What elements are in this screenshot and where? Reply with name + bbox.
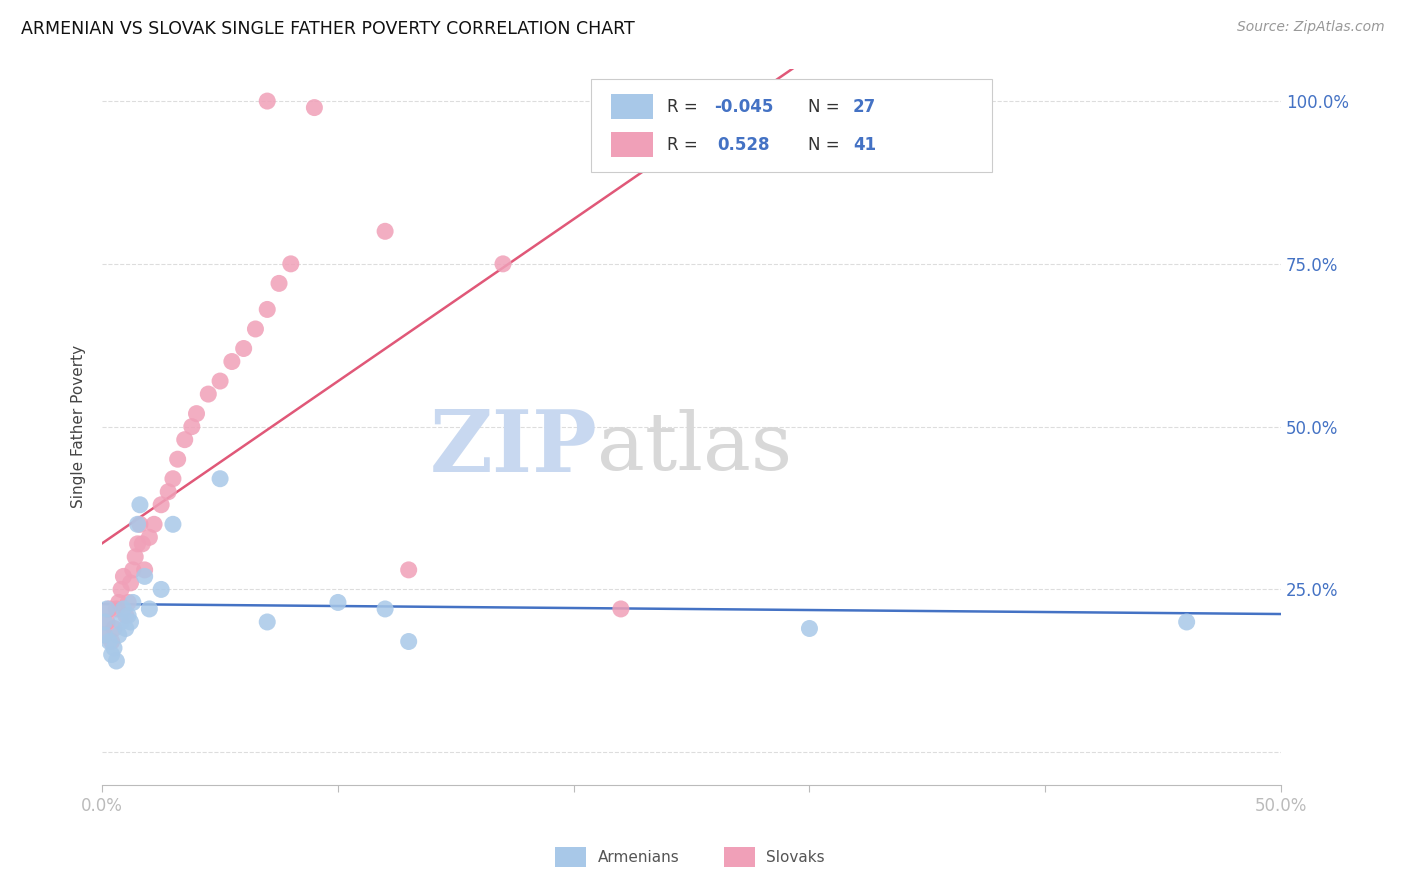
Point bbox=[100, 634, 122, 648]
Point bbox=[143, 517, 166, 532]
Point bbox=[157, 484, 180, 499]
Point bbox=[120, 615, 142, 629]
Point bbox=[232, 342, 254, 356]
Text: Slovaks: Slovaks bbox=[766, 850, 825, 864]
Point bbox=[124, 549, 146, 564]
Point bbox=[107, 628, 129, 642]
Point bbox=[610, 602, 633, 616]
Point bbox=[374, 602, 396, 616]
Text: 27: 27 bbox=[853, 98, 876, 116]
Point bbox=[374, 224, 396, 238]
Point bbox=[129, 498, 152, 512]
Point bbox=[127, 537, 149, 551]
Point bbox=[398, 634, 420, 648]
Point bbox=[114, 622, 136, 636]
Point bbox=[100, 648, 122, 662]
Text: N =: N = bbox=[808, 98, 845, 116]
Point bbox=[131, 537, 153, 551]
Point bbox=[121, 595, 143, 609]
Point bbox=[110, 582, 132, 597]
Point bbox=[799, 622, 821, 636]
Point bbox=[209, 472, 232, 486]
Text: -0.045: -0.045 bbox=[714, 98, 773, 116]
Point bbox=[245, 322, 267, 336]
Point bbox=[121, 563, 143, 577]
Point bbox=[162, 472, 184, 486]
Y-axis label: Single Father Poverty: Single Father Poverty bbox=[72, 345, 86, 508]
Point bbox=[98, 634, 121, 648]
Bar bbox=[612, 132, 652, 157]
Point bbox=[112, 602, 135, 616]
Point bbox=[1175, 615, 1198, 629]
Point bbox=[150, 498, 173, 512]
Point bbox=[173, 433, 195, 447]
Point bbox=[150, 582, 173, 597]
Point bbox=[492, 257, 515, 271]
Text: ZIP: ZIP bbox=[430, 406, 598, 490]
Point bbox=[93, 628, 115, 642]
Bar bbox=[612, 95, 652, 120]
Point bbox=[162, 517, 184, 532]
Point bbox=[398, 563, 420, 577]
Point bbox=[221, 354, 243, 368]
FancyBboxPatch shape bbox=[592, 79, 993, 172]
Point bbox=[103, 622, 125, 636]
Point bbox=[138, 602, 160, 616]
Text: 41: 41 bbox=[853, 136, 876, 153]
Point bbox=[117, 608, 139, 623]
Text: Armenians: Armenians bbox=[598, 850, 679, 864]
Text: R =: R = bbox=[666, 98, 703, 116]
Point bbox=[209, 374, 232, 388]
Point bbox=[166, 452, 188, 467]
Point bbox=[98, 602, 121, 616]
Point bbox=[197, 387, 219, 401]
Point bbox=[117, 595, 139, 609]
Point bbox=[186, 407, 208, 421]
Point bbox=[112, 569, 135, 583]
Text: 0.528: 0.528 bbox=[717, 136, 770, 153]
Point bbox=[326, 595, 349, 609]
Text: Source: ZipAtlas.com: Source: ZipAtlas.com bbox=[1237, 20, 1385, 34]
Point bbox=[93, 628, 115, 642]
Point bbox=[127, 517, 149, 532]
Point bbox=[105, 654, 128, 668]
Point bbox=[280, 257, 302, 271]
Point bbox=[96, 615, 118, 629]
Point bbox=[120, 575, 142, 590]
Point bbox=[256, 615, 278, 629]
Point bbox=[304, 101, 326, 115]
Point bbox=[107, 595, 129, 609]
Point bbox=[134, 563, 156, 577]
Point bbox=[114, 608, 136, 623]
Point bbox=[256, 302, 278, 317]
Point bbox=[110, 615, 132, 629]
Point bbox=[138, 530, 160, 544]
Text: R =: R = bbox=[666, 136, 703, 153]
Text: atlas: atlas bbox=[598, 409, 793, 487]
Point bbox=[180, 419, 202, 434]
Text: N =: N = bbox=[808, 136, 845, 153]
Point bbox=[129, 517, 152, 532]
Point bbox=[267, 277, 290, 291]
Point bbox=[105, 602, 128, 616]
Text: ARMENIAN VS SLOVAK SINGLE FATHER POVERTY CORRELATION CHART: ARMENIAN VS SLOVAK SINGLE FATHER POVERTY… bbox=[21, 20, 636, 37]
Point bbox=[103, 640, 125, 655]
Point bbox=[256, 94, 278, 108]
Point bbox=[134, 569, 156, 583]
Point bbox=[96, 602, 118, 616]
Point bbox=[93, 615, 115, 629]
